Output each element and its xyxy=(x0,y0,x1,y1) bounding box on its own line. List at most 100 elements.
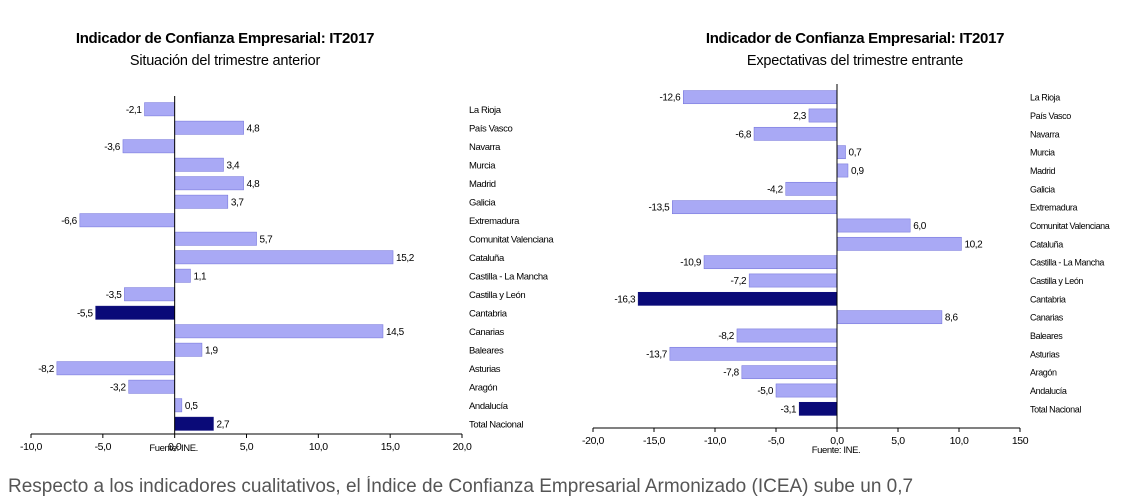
data-label: 0,9 xyxy=(851,166,865,177)
bar xyxy=(174,342,203,357)
bar xyxy=(144,102,175,117)
category-label: Total Nacional xyxy=(469,419,523,430)
data-label: -3,1 xyxy=(781,404,797,415)
data-label: -5,5 xyxy=(77,308,93,319)
category-label: País Vasco xyxy=(1030,111,1071,121)
bar xyxy=(174,120,244,135)
data-label: -3,6 xyxy=(104,142,120,153)
chart-title: Indicador de Confianza Empresarial: IT20… xyxy=(705,30,1005,47)
bar xyxy=(775,383,838,398)
x-tick-label: -5,0 xyxy=(95,441,112,453)
category-label: Extremadura xyxy=(469,216,520,227)
category-label: Murcia xyxy=(1030,148,1055,158)
data-label: -10,9 xyxy=(680,258,702,269)
data-label: 15,2 xyxy=(396,253,415,264)
bar xyxy=(122,139,175,154)
category-label: La Rioja xyxy=(1030,93,1060,103)
data-label: 3,7 xyxy=(231,197,245,208)
category-label: Comunitat Valenciana xyxy=(469,234,554,245)
category-label: Canarias xyxy=(469,327,504,338)
bar xyxy=(808,108,838,123)
data-label: 2,3 xyxy=(793,111,807,122)
chart-subtitle: Situación del trimestre anterior xyxy=(129,53,321,69)
x-tick-label: 0,0 xyxy=(168,441,182,453)
category-label: Extremadura xyxy=(1030,203,1078,213)
category-label: Madrid xyxy=(1030,166,1056,176)
footer-text: Respecto a los indicadores cualitativos,… xyxy=(8,476,914,497)
chart-expectativas-entrante: Indicador de Confianza Empresarial: IT20… xyxy=(565,0,1130,470)
category-label: Canarias xyxy=(1030,313,1064,323)
data-label: -12,6 xyxy=(659,93,681,104)
data-label: -6,6 xyxy=(61,216,77,227)
chart-situacion-anterior: Indicador de Confianza Empresarial: IT20… xyxy=(0,0,565,470)
x-tick-label: 10,0 xyxy=(950,435,969,447)
x-tick-label: -5,0 xyxy=(768,435,785,447)
bar xyxy=(748,273,838,288)
category-label: Galicia xyxy=(1030,184,1055,194)
category-label: Asturias xyxy=(469,364,501,375)
x-tick-label: 5,0 xyxy=(891,435,905,447)
x-tick-label: 5,0 xyxy=(240,441,254,453)
data-label: 0,7 xyxy=(849,148,863,159)
data-label: 2,7 xyxy=(216,419,230,430)
category-label: Castilla y León xyxy=(469,290,525,301)
category-label: Murcia xyxy=(469,160,496,171)
data-label: 0,5 xyxy=(185,401,199,412)
category-label: Comunitat Valenciana xyxy=(1030,221,1110,231)
bar xyxy=(79,213,175,228)
data-label: -7,2 xyxy=(731,276,747,287)
data-label: -8,2 xyxy=(718,331,734,342)
category-label: Aragón xyxy=(469,382,497,393)
bar xyxy=(174,176,244,191)
data-label: -2,1 xyxy=(126,105,142,116)
category-label: Castilla - La Mancha xyxy=(1030,258,1104,268)
category-label: Cataluña xyxy=(1030,239,1063,249)
bar xyxy=(174,231,257,246)
bar xyxy=(836,218,911,233)
bar xyxy=(703,255,838,270)
bar xyxy=(56,361,175,376)
data-label: 4,8 xyxy=(247,179,261,190)
category-label: Madrid xyxy=(469,179,496,190)
x-tick-label: -20,0 xyxy=(582,435,604,447)
x-tick-label: -10,0 xyxy=(20,441,42,453)
bar xyxy=(753,126,838,141)
source-note: Fuente: INE. xyxy=(149,443,198,454)
bar xyxy=(669,346,838,361)
data-label: -3,2 xyxy=(110,382,126,393)
bar-highlight xyxy=(637,291,838,306)
x-tick-label: 10,0 xyxy=(309,441,328,453)
x-tick-label: 15,0 xyxy=(381,441,400,453)
bar xyxy=(128,379,175,394)
x-tick-label: 0,0 xyxy=(830,435,844,447)
bar xyxy=(174,194,229,209)
category-label: Navarra xyxy=(1030,129,1060,139)
bar xyxy=(124,287,175,302)
data-label: 14,5 xyxy=(386,327,405,338)
bar xyxy=(174,268,191,283)
data-label: 3,4 xyxy=(227,160,241,171)
chart-svg-left: -2,1 La Rioja 4,8 País Vasco -3,6 Navarra 3,4 M… xyxy=(20,96,555,454)
bar xyxy=(672,200,838,215)
category-label: Andalucía xyxy=(469,401,509,412)
category-label: Navarra xyxy=(469,142,501,153)
category-label: Cantabria xyxy=(1030,294,1066,304)
bar-highlight xyxy=(798,401,838,416)
bar-highlight xyxy=(95,305,175,320)
bar xyxy=(683,90,838,105)
bar xyxy=(836,163,849,178)
data-label: -16,3 xyxy=(614,294,636,305)
x-tick-label: -15,0 xyxy=(643,435,665,447)
bar xyxy=(836,145,846,160)
category-label: Galicia xyxy=(469,197,496,208)
x-tick-label: -10,0 xyxy=(704,435,726,447)
data-label: -8,2 xyxy=(38,364,54,375)
data-label: 10,2 xyxy=(964,239,983,250)
x-tick-label: 150 xyxy=(1012,435,1029,447)
bar xyxy=(174,157,224,172)
bar xyxy=(836,236,962,251)
category-label: La Rioja xyxy=(469,105,502,116)
category-label: Baleares xyxy=(469,345,504,356)
data-label: -7,8 xyxy=(723,368,739,379)
chart-title: Indicador de Confianza Empresarial: IT20… xyxy=(75,30,375,47)
